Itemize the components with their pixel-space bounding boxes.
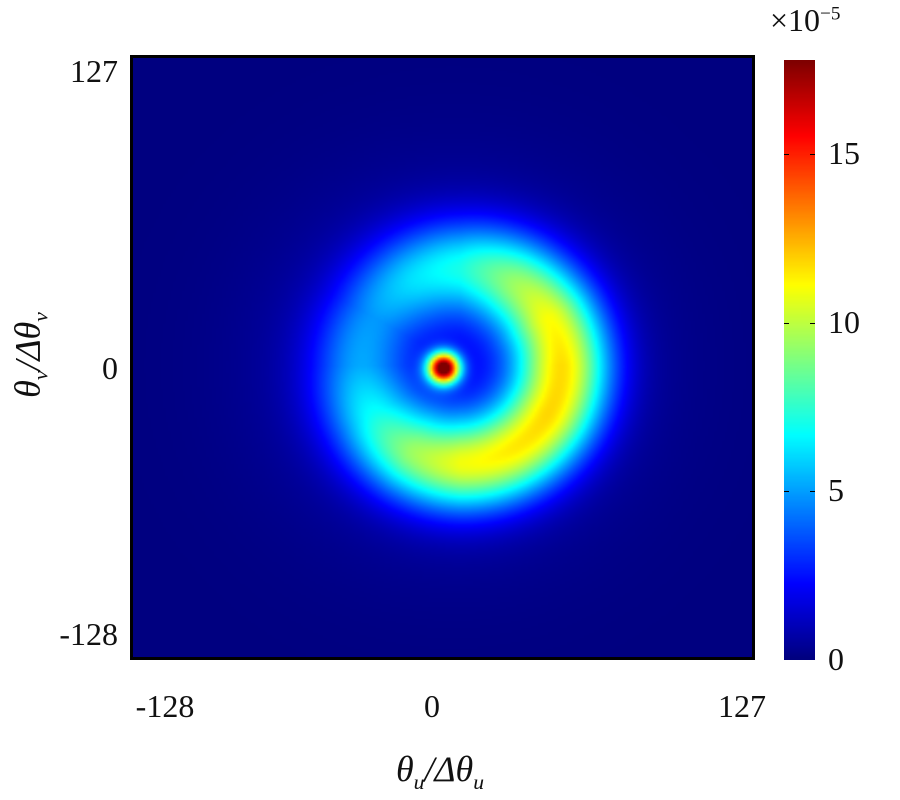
y-axis-label: θv/Δθv: [7, 312, 53, 398]
y-tick-label: 127: [70, 53, 118, 89]
colorbar-tick-label: 5: [828, 472, 844, 509]
colorbar-gradient: [784, 60, 815, 660]
colorbar: [784, 60, 815, 660]
x-tick-label: -128: [135, 688, 195, 724]
colorbar-tick-mark: [784, 491, 789, 493]
heatmap-image: [133, 58, 752, 657]
colorbar-multiplier: ×10−5: [770, 2, 841, 38]
x-axis-label: θu/Δθu: [395, 749, 485, 795]
colorbar-tick-mark: [810, 491, 815, 493]
y-tick-label: -128: [59, 616, 118, 652]
colorbar-tick-mark: [810, 322, 815, 324]
x-tick-label: 0: [424, 688, 440, 724]
colorbar-tick-label: 10: [828, 303, 860, 340]
colorbar-tick-mark: [784, 154, 789, 156]
colorbar-tick-mark: [784, 322, 789, 324]
colorbar-tick-mark: [810, 154, 815, 156]
colorbar-tick-label: 15: [828, 135, 860, 172]
colorbar-tick-label: 0: [828, 641, 844, 677]
heatmap-plot-area: [130, 55, 755, 660]
x-tick-label: 127: [718, 688, 766, 724]
y-tick-label: 0: [102, 350, 118, 386]
